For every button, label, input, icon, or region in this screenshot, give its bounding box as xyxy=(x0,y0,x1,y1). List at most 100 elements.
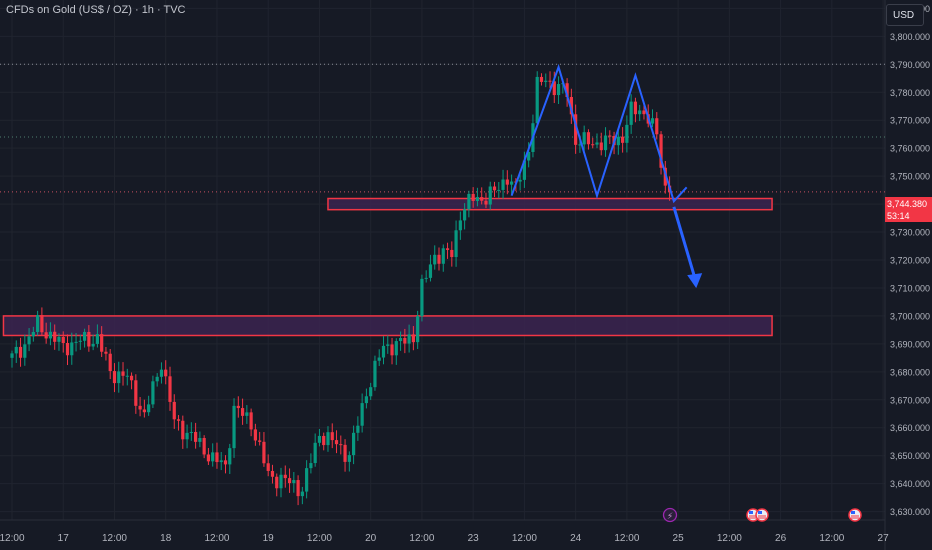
candle-body xyxy=(505,179,509,185)
candle-body xyxy=(138,405,142,410)
countdown-timer: 53:14 xyxy=(887,211,910,221)
candle-body xyxy=(381,345,386,358)
candle-body xyxy=(574,114,578,145)
candle-body xyxy=(582,132,586,145)
price-axis-label: 3,670.000 xyxy=(890,395,930,405)
candle-body xyxy=(484,200,488,205)
candle-body xyxy=(569,96,573,115)
price-axis-label: 3,760.000 xyxy=(890,144,930,154)
candle-body xyxy=(189,431,193,433)
candle-body xyxy=(356,425,360,433)
candle-body xyxy=(87,331,91,347)
candle-body xyxy=(164,369,168,377)
candle-body xyxy=(228,448,232,465)
candle-body xyxy=(633,101,638,115)
candle-body xyxy=(458,220,462,231)
candle-body xyxy=(74,341,78,343)
candle-body xyxy=(31,331,35,337)
candle-body xyxy=(198,438,202,442)
currency-selector[interactable]: USD xyxy=(886,4,924,26)
candle-body xyxy=(206,454,211,462)
price-axis-label: 3,630.000 xyxy=(890,507,930,517)
candle-body xyxy=(151,381,155,405)
candle-body xyxy=(433,254,437,265)
candle-body xyxy=(211,452,215,462)
candle-body xyxy=(108,353,112,372)
candle-body xyxy=(296,480,300,497)
candle-body xyxy=(142,409,146,413)
candle-body xyxy=(394,341,398,356)
candle-body xyxy=(638,110,642,115)
us-flag-event-icon xyxy=(755,508,769,522)
candle-body xyxy=(112,371,117,384)
candle-body xyxy=(176,419,181,421)
candle-body xyxy=(155,376,159,382)
candle-body xyxy=(339,444,343,446)
candle-body xyxy=(125,375,129,377)
candle-body xyxy=(91,343,95,347)
candle-body xyxy=(591,144,595,146)
price-axis-label: 3,770.000 xyxy=(890,116,930,126)
candle-body xyxy=(78,340,82,342)
candle-body xyxy=(480,197,484,201)
candle-body xyxy=(65,342,70,356)
price-axis-label: 3,720.000 xyxy=(890,256,930,266)
candle-body xyxy=(556,84,561,96)
candle-body xyxy=(330,432,334,441)
candle-body xyxy=(95,334,99,344)
candle-body xyxy=(194,431,198,442)
projection-arrow-shaft xyxy=(672,206,697,280)
candle-body xyxy=(629,101,633,125)
candle-body xyxy=(369,387,373,397)
candle-body xyxy=(10,353,14,358)
candle-body xyxy=(411,334,415,343)
candle-body xyxy=(599,142,603,151)
candle-body xyxy=(539,76,544,82)
candle-body xyxy=(548,80,552,82)
candle-body xyxy=(253,429,257,441)
flag-canton-icon xyxy=(758,511,762,514)
candle-body xyxy=(202,438,206,455)
candle-body xyxy=(334,440,339,445)
time-axis-label: 24 xyxy=(570,533,582,544)
candle-body xyxy=(552,81,556,96)
candle-body xyxy=(317,435,322,443)
candle-body xyxy=(240,408,245,416)
price-axis-label: 3,730.000 xyxy=(890,228,930,238)
candle-body xyxy=(586,132,591,145)
candle-body xyxy=(650,118,655,124)
candle-body xyxy=(475,197,480,201)
candle-body xyxy=(360,403,364,426)
candle-body xyxy=(117,371,121,384)
candle-body xyxy=(621,136,625,143)
candle-body xyxy=(578,144,582,146)
candle-body xyxy=(642,110,646,115)
time-axis-label: 12:00 xyxy=(717,533,742,544)
double-top-pattern-line xyxy=(510,63,688,204)
candle-body xyxy=(403,337,407,344)
time-axis-label: 12:00 xyxy=(512,533,537,544)
candle-body xyxy=(454,230,458,258)
last-price-tag: 3,744.380 53:14 xyxy=(885,197,932,222)
candle-body xyxy=(232,405,236,449)
time-axis-label: 18 xyxy=(160,533,172,544)
candle-body xyxy=(279,474,283,489)
candle-body xyxy=(565,83,569,97)
candle-body xyxy=(275,476,279,489)
candle-body xyxy=(322,435,326,446)
candle-body xyxy=(441,248,445,264)
time-axis-label: 27 xyxy=(878,533,890,544)
candle-body xyxy=(463,209,467,221)
candle-body xyxy=(386,344,390,346)
price-axis-label: 3,700.000 xyxy=(890,311,930,321)
candle-body xyxy=(129,375,134,381)
candle-body xyxy=(527,151,531,161)
candle-body xyxy=(40,315,44,333)
candle-body xyxy=(398,337,403,342)
time-axis-label: 17 xyxy=(58,533,70,544)
candle-body xyxy=(659,134,663,168)
time-axis-label: 19 xyxy=(263,533,275,544)
candle-body xyxy=(300,491,304,497)
price-axis-label: 3,750.000 xyxy=(890,172,930,182)
